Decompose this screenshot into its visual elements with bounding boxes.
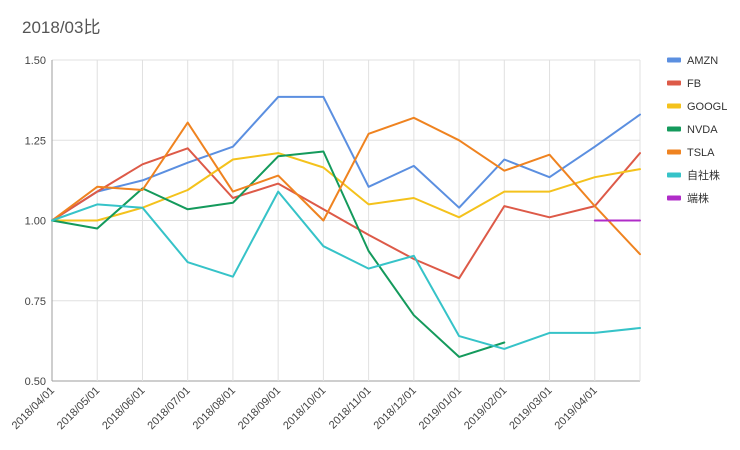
legend-label: 端株: [687, 191, 709, 205]
legend-swatch: [667, 57, 681, 63]
series-4: [51, 116, 641, 256]
legend-label: GOOGL: [687, 101, 727, 113]
legend-label: TSLA: [687, 147, 715, 159]
legend-item[interactable]: 端株: [667, 191, 709, 205]
series-2: [51, 152, 641, 222]
y-tick-label: 1.50: [25, 55, 46, 67]
legend-item[interactable]: FB: [667, 78, 701, 90]
series-1: [51, 147, 641, 280]
x-tick-label: 2018/10/01: [281, 385, 328, 432]
y-tick-label: 0.50: [25, 376, 46, 388]
y-tick-label: 1.25: [25, 135, 46, 147]
legend-label: FB: [687, 78, 701, 90]
series-line: [51, 190, 641, 350]
legend-swatch: [667, 149, 681, 155]
x-tick-label: 2018/12/01: [372, 385, 419, 432]
series-line: [51, 150, 506, 358]
legend-swatch: [667, 172, 681, 178]
legend-swatch: [667, 126, 681, 132]
legend-item[interactable]: 自社株: [667, 168, 720, 182]
series-line: [51, 152, 641, 222]
y-axis-ticks: 0.50 0.75 1.00 1.25 1.50: [25, 55, 46, 388]
x-tick-label: 2019/01/01: [417, 385, 464, 432]
x-tick-label: 2018/11/01: [327, 385, 374, 432]
series-5: [51, 190, 641, 350]
legend-swatch: [667, 195, 681, 201]
series-3: [51, 150, 506, 358]
x-tick-label: 2018/07/01: [145, 385, 192, 432]
legend-item[interactable]: NVDA: [667, 124, 718, 136]
series-line: [51, 147, 641, 280]
x-axis-ticks: 2018/04/012018/05/012018/06/012018/07/01…: [10, 385, 600, 432]
chart-title: 2018/03比: [22, 18, 100, 37]
legend-label: 自社株: [687, 168, 720, 182]
legend-item[interactable]: GOOGL: [667, 101, 727, 113]
x-tick-label: 2019/02/01: [462, 385, 509, 432]
x-tick-label: 2018/09/01: [236, 385, 283, 432]
legend-swatch: [667, 80, 681, 86]
x-tick-label: 2018/06/01: [100, 385, 147, 432]
series-lines: [51, 95, 641, 358]
x-tick-label: 2018/08/01: [191, 385, 238, 432]
legend-item[interactable]: AMZN: [667, 55, 718, 67]
y-tick-label: 0.75: [25, 296, 46, 308]
legend-swatch: [667, 103, 681, 109]
legend-label: NVDA: [687, 124, 718, 136]
legend-item[interactable]: TSLA: [667, 147, 715, 159]
y-tick-label: 1.00: [25, 216, 46, 228]
series-line: [51, 116, 641, 256]
x-tick-label: 2018/05/01: [55, 385, 102, 432]
legend-label: AMZN: [687, 55, 718, 67]
x-tick-label: 2019/04/01: [552, 385, 599, 432]
x-tick-label: 2019/03/01: [507, 385, 554, 432]
x-tick-label: 2018/04/01: [10, 385, 57, 432]
